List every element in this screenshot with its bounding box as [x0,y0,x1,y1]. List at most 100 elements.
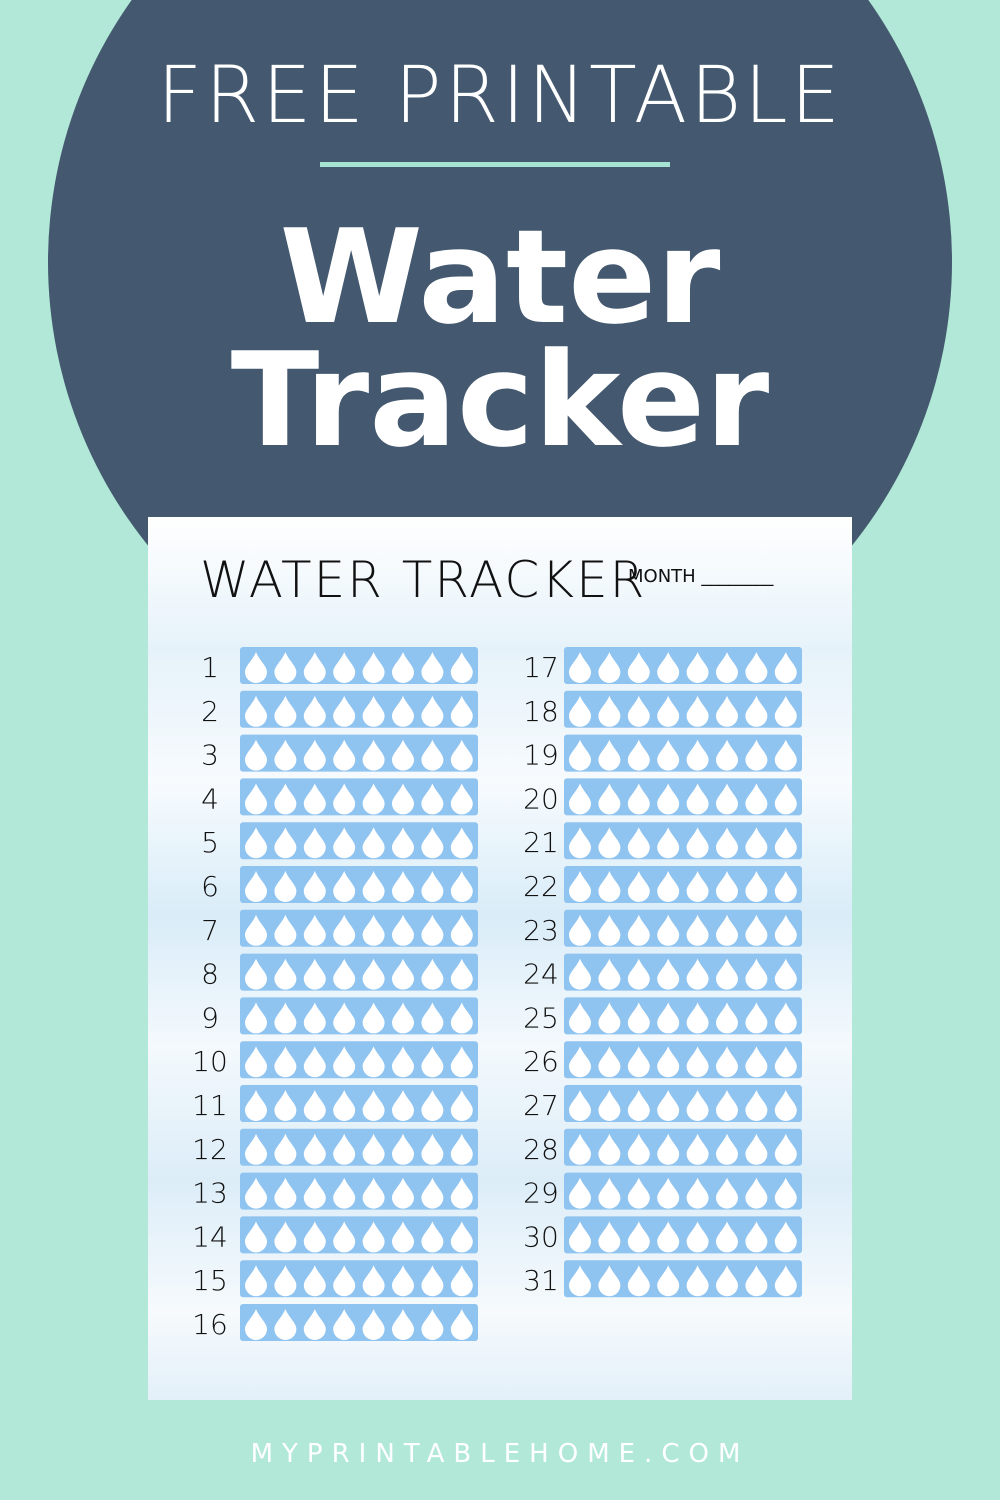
water-drop [745,739,768,771]
water-drop [657,739,680,771]
water-drop [450,783,473,815]
water-drop [745,1002,768,1034]
day-bar [564,734,802,772]
water-drop [774,1046,797,1078]
water-drop [627,1046,650,1078]
water-drop [303,1177,326,1209]
day-bar [564,778,802,816]
water-drop [333,783,356,815]
water-drop [716,695,738,727]
water-drop [450,1265,473,1297]
water-drop [245,652,267,683]
water-drop [362,1309,385,1340]
water-drop [303,958,326,990]
day-bar [564,647,802,684]
water-drop [657,871,680,902]
water-drop [245,1221,267,1253]
water-drop [362,1002,385,1034]
water-drop [245,1090,267,1121]
water-drop [362,827,385,859]
water-drop [362,914,385,946]
water-drop [245,827,267,859]
water-drop [657,783,680,815]
day-bar [240,866,478,903]
day-bar [240,953,478,991]
water-drop [362,1265,385,1297]
day-number: 18 [523,695,559,728]
water-drop [333,914,356,946]
water-drop [598,1090,621,1121]
water-drop [774,958,797,990]
water-drop [303,827,326,859]
title-line2: Tracker [231,324,770,476]
title-line1: Water [280,201,721,353]
water-drop [333,1046,356,1078]
day-number: 26 [523,1045,559,1078]
water-drop [421,871,444,902]
water-drop [657,1133,680,1165]
water-drop [774,827,797,859]
water-drop [274,1002,297,1034]
water-drop [686,827,709,859]
water-drop [450,695,473,727]
water-drop [303,652,326,683]
day-bar [240,997,478,1035]
water-drop [421,914,444,946]
water-drop [421,1265,444,1297]
water-drop [627,739,650,771]
water-drop [716,1133,738,1165]
water-drop [686,1221,709,1253]
water-drop [274,652,297,683]
water-drop [627,958,650,990]
water-drop [716,652,738,683]
water-drop [569,1265,592,1297]
water-drop [421,1133,444,1165]
water-drop [627,695,650,727]
water-drop [392,695,414,727]
water-drop [745,827,768,859]
day-number: 23 [523,914,559,947]
day-bar [240,1085,478,1122]
day-bar [564,866,802,903]
water-drop [627,783,650,815]
water-drop [569,1002,592,1034]
water-drop [745,871,768,902]
day-bar [564,1128,802,1166]
water-drop [303,1002,326,1034]
water-drop [745,1265,768,1297]
tracker-title: WATER TRACKER [200,551,646,609]
water-drop [303,914,326,946]
water-drop [745,783,768,815]
water-drop [598,1046,621,1078]
water-drop [392,1002,414,1034]
day-bar [564,1260,802,1298]
water-drop [333,739,356,771]
water-drop [333,1090,356,1121]
water-drop [421,1002,444,1034]
water-drop [774,739,797,771]
water-drop [774,783,797,815]
water-drop [598,871,621,902]
water-drop [421,739,444,771]
day-bar [564,909,802,947]
day-bar [240,1304,478,1341]
day-number: 5 [201,826,219,859]
day-bar [240,647,478,684]
water-drop [245,695,267,727]
day-bar [564,997,802,1035]
water-drop [627,1221,650,1253]
water-drop [745,695,768,727]
water-drop [274,827,297,859]
water-drop [598,1265,621,1297]
water-drop [274,1090,297,1121]
day-number: 17 [523,651,559,684]
water-drop [657,827,680,859]
water-drop [774,1177,797,1209]
water-drop [569,958,592,990]
water-drop [598,739,621,771]
day-number: 20 [523,782,559,815]
water-drop [627,871,650,902]
water-drop [450,958,473,990]
water-drop [450,1133,473,1165]
water-drop [274,1221,297,1253]
